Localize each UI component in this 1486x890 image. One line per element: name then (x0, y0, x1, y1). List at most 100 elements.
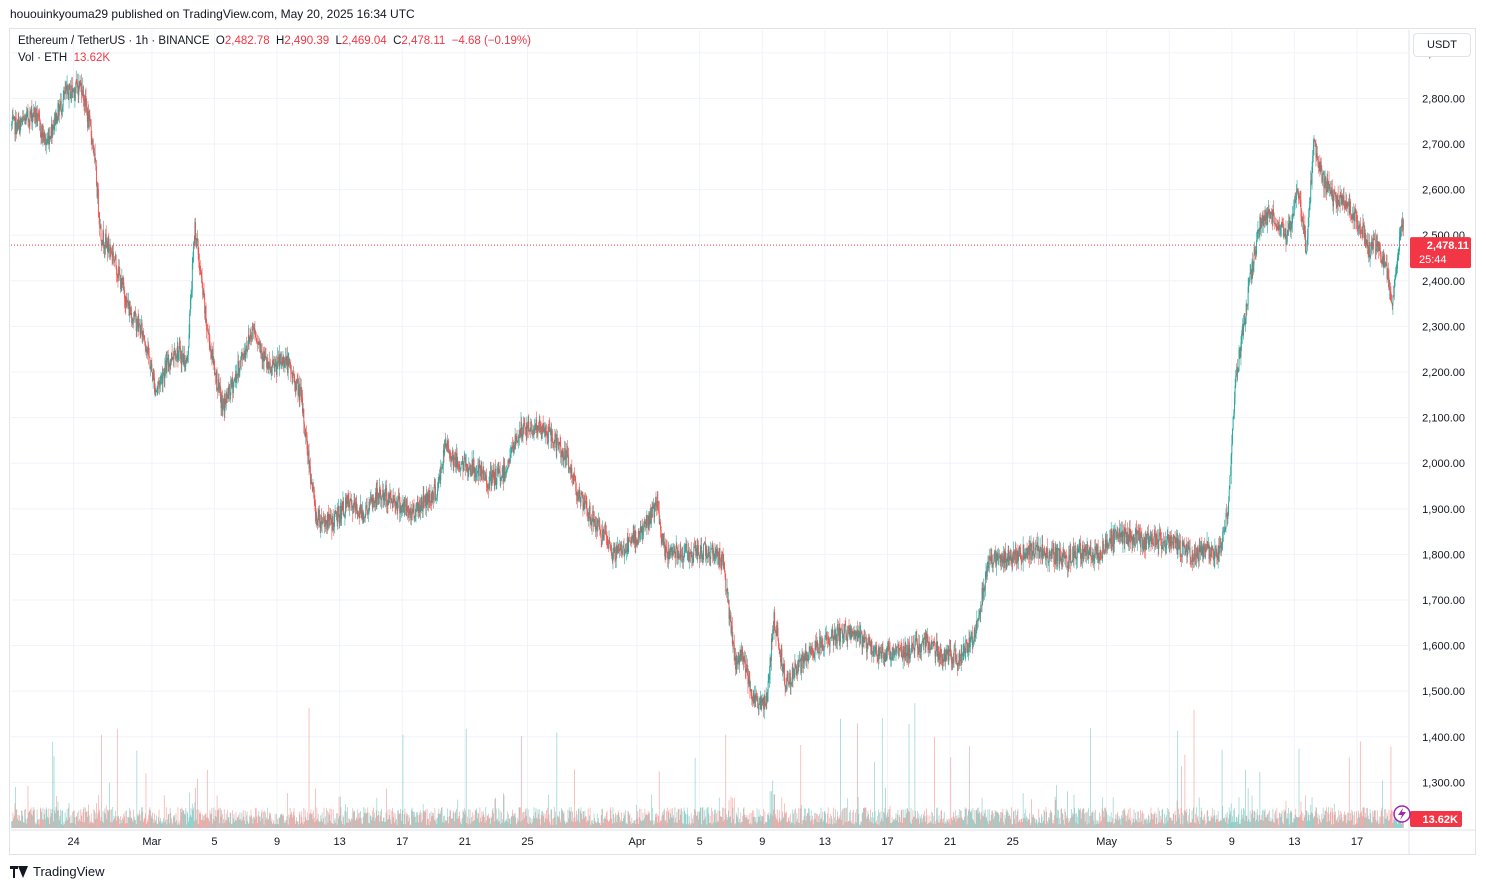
volume-bar (1025, 808, 1027, 828)
volume-bar (201, 819, 202, 828)
volume-bar (846, 822, 848, 828)
volume-bar (1000, 818, 1002, 828)
x-tick-label: 9 (759, 836, 765, 848)
candle-body (480, 465, 482, 477)
volume-bar (904, 809, 906, 828)
volume-bar (672, 817, 674, 828)
volume-bar (311, 813, 313, 828)
volume-bar (126, 810, 127, 828)
volume-bar (902, 809, 904, 828)
candle-body (22, 116, 24, 122)
volume-bar (264, 812, 266, 828)
volume-bar (313, 810, 314, 828)
volume-bar (895, 813, 897, 828)
candle-body (40, 133, 42, 139)
candle-body (735, 656, 736, 670)
candle-body (855, 630, 856, 639)
candle-body (529, 428, 531, 431)
candle-body (351, 504, 353, 508)
candle-body (274, 364, 276, 372)
candle-body (485, 475, 487, 485)
chart-frame[interactable] (9, 28, 1476, 855)
candle-body (869, 637, 871, 643)
candle-body (764, 695, 766, 704)
volume-bar (1073, 814, 1074, 828)
candle-body (636, 539, 638, 544)
volume-bar (844, 807, 845, 828)
candle-body (851, 630, 853, 639)
volume-bar (1103, 810, 1104, 828)
volume-bar (752, 810, 753, 828)
volume-bar (991, 810, 993, 828)
volume-bar (938, 815, 940, 828)
candle-body (464, 457, 466, 458)
volume-bar (869, 821, 871, 828)
candle-body (680, 550, 682, 555)
candle-body (139, 325, 141, 335)
volume-bar (291, 811, 292, 828)
candle-body (223, 398, 225, 412)
volume-bar (248, 822, 250, 828)
volume-bar (990, 814, 992, 828)
volume-bar (1092, 810, 1094, 828)
volume-bar (25, 819, 27, 828)
volume-bar (546, 810, 547, 828)
candle-body (386, 488, 388, 507)
volume-bar (1082, 808, 1084, 828)
candle-body (26, 112, 28, 115)
candle-body (369, 500, 371, 504)
volume-bar (1163, 824, 1165, 828)
volume-bar (871, 822, 873, 828)
volume-bar (37, 820, 39, 828)
volume-bar (1109, 816, 1111, 828)
volume-bar (778, 822, 779, 828)
volume-bar (300, 811, 302, 828)
volume-bar (1219, 821, 1220, 828)
volume-bar (1159, 822, 1161, 828)
volume-bar (1307, 820, 1308, 828)
candle-body (304, 424, 305, 428)
y-tick-label: 2,200.00 (1422, 367, 1465, 379)
volume-bar (1188, 815, 1190, 828)
volume-bar (756, 808, 758, 828)
volume-bar (433, 819, 435, 828)
volume-bar (679, 819, 680, 828)
volume-bar (1380, 810, 1382, 828)
volume-bar (471, 821, 473, 828)
candle-body (514, 435, 516, 446)
candle-body (656, 505, 658, 508)
candle-body (332, 515, 333, 531)
volume-bar (1131, 817, 1133, 828)
volume-bar (1112, 797, 1114, 828)
candle-body (845, 625, 847, 633)
candle-body (914, 640, 916, 651)
candle-body (20, 118, 22, 122)
candle-body (206, 321, 208, 331)
volume-bar (141, 807, 142, 828)
candle-body (560, 450, 562, 458)
volume-bar (1117, 811, 1119, 828)
volume-bar (88, 815, 90, 828)
volume-bar (699, 807, 701, 828)
volume-bar (690, 813, 692, 828)
volume-bar (666, 822, 668, 828)
candle-body (557, 438, 559, 443)
candle-body (200, 272, 202, 277)
volume-bar (538, 813, 539, 828)
volume-bar (1361, 816, 1363, 828)
candle-body (313, 486, 315, 490)
volume-bar (534, 818, 536, 828)
candle-body (784, 683, 786, 688)
candle-body (847, 626, 849, 628)
volume-bar (944, 823, 946, 828)
volume-bar (945, 821, 946, 828)
candle-body (163, 372, 165, 379)
candle-body (693, 546, 695, 556)
candle-body (706, 549, 708, 559)
volume-bar (47, 818, 49, 828)
volume-bar (769, 818, 770, 828)
volume-bar (836, 811, 838, 828)
volume-bar (478, 813, 479, 828)
candle-body (614, 546, 616, 557)
